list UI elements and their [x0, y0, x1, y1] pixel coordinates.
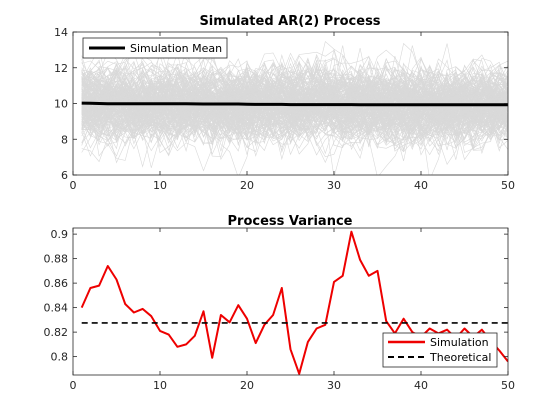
simulated-path — [81, 64, 508, 138]
y-tick-label: 0.8 — [51, 351, 69, 364]
ticks: 0 10 20 30 40 50 0.8 0.82 0.84 0.86 0.88 0.9 — [44, 228, 515, 392]
legend-label-theoretical: Theoretical — [429, 351, 491, 364]
x-tick-label: 0 — [70, 179, 77, 192]
x-tick-label: 20 — [240, 179, 254, 192]
y-tick-label: 12 — [54, 62, 68, 75]
y-tick-label: 0.82 — [44, 326, 69, 339]
x-tick-label: 50 — [501, 379, 515, 392]
simulated-path — [81, 68, 508, 144]
simulated-path — [81, 77, 508, 134]
y-tick-label: 14 — [54, 26, 68, 39]
axes-process-variance: 0 10 20 30 40 50 0.8 0.82 0.84 0.86 0.88 0.9 Proces… — [44, 214, 516, 392]
x-tick-label: 0 — [70, 379, 77, 392]
legend-box — [82, 37, 228, 59]
simulated-path — [81, 69, 508, 142]
legend: Simulation Mean — [82, 37, 228, 59]
simulated-path — [81, 68, 508, 140]
y-tick-label: 8 — [61, 133, 68, 146]
x-tick-label: 30 — [327, 379, 341, 392]
y-tick-label: 0.9 — [51, 228, 69, 241]
chart-title: Simulated AR(2) Process — [199, 14, 380, 29]
x-tick-label: 40 — [414, 379, 428, 392]
x-tick-label: 40 — [414, 179, 428, 192]
x-tick-label: 10 — [153, 179, 167, 192]
y-tick-label: 10 — [54, 98, 68, 111]
series-layer — [81, 101, 508, 107]
chart-title: Process Variance — [228, 214, 353, 229]
x-tick-label: 10 — [153, 379, 167, 392]
axes-box — [72, 227, 509, 376]
axes-mean-process: 0 10 20 30 40 50 6 8 10 12 14 Simulated AR(2) Proc… — [54, 14, 515, 192]
series-layer — [80, 230, 508, 375]
legend-label-simulation-mean: Simulation Mean — [130, 42, 222, 55]
series-line-simulation — [80, 230, 508, 375]
simulated-path — [81, 63, 508, 144]
simulated-path — [81, 56, 508, 125]
ticks: 0 10 20 30 40 50 6 8 10 12 14 — [54, 26, 515, 192]
x-tick-label: 50 — [501, 179, 515, 192]
y-tick-label: 0.84 — [44, 302, 69, 315]
legend-label-simulation: Simulation — [430, 336, 489, 349]
y-tick-label: 0.88 — [44, 253, 69, 266]
simulated-path — [81, 66, 508, 136]
x-tick-label: 30 — [327, 179, 341, 192]
legend-box — [382, 332, 498, 368]
simulated-path — [81, 54, 508, 133]
legend: Simulation Theoretical — [382, 332, 498, 368]
y-tick-label: 6 — [61, 169, 68, 182]
y-tick-label: 0.86 — [44, 277, 69, 290]
series-line-simulation-mean — [81, 101, 508, 107]
x-tick-label: 20 — [240, 379, 254, 392]
